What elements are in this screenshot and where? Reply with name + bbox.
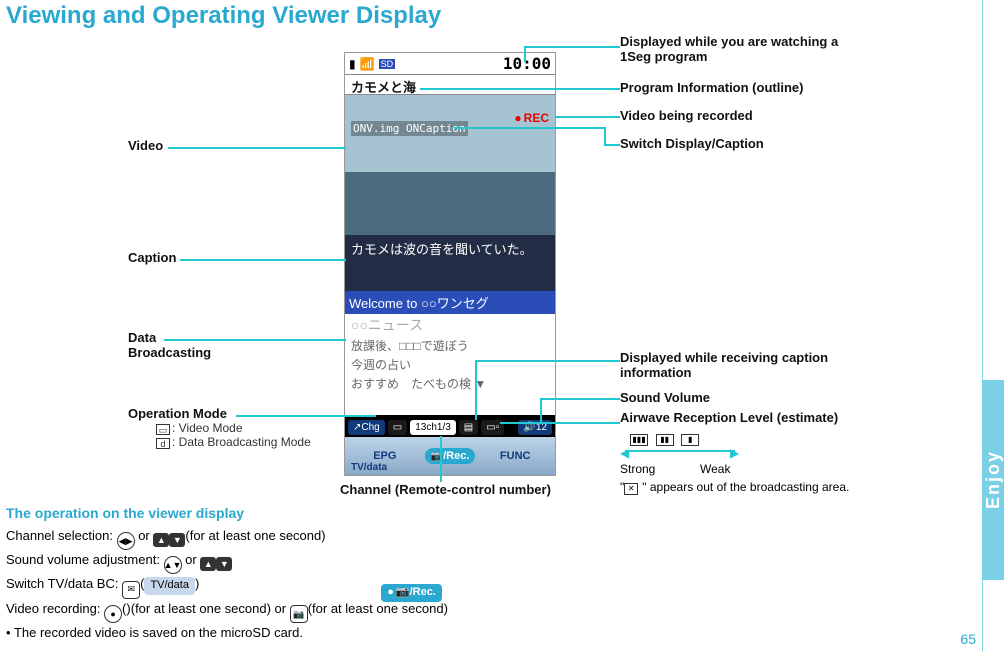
data-line-1: ○○ニュース — [345, 314, 555, 336]
airwave-none-icon: ✕ — [624, 483, 638, 495]
channel-chip: 13ch1/3 — [410, 420, 456, 435]
battery-icon: ▮ — [349, 57, 356, 71]
down-key-icon: ▼ — [169, 533, 185, 547]
phone-mock: ▮ 📶 SD 10:00 カモメと海 REC ONV.img ONCaption… — [344, 52, 556, 476]
leader-r4c — [604, 144, 620, 146]
data-broadcast-area: Welcome to ○○ワンセグ ○○ニュース 放課後、□□□で遊ぼう 今週の… — [345, 291, 555, 415]
data-line-3: 今週の占い — [345, 355, 555, 374]
leader-r6a — [540, 398, 620, 400]
label-capinfo: Displayed while receiving captioninforma… — [620, 350, 828, 380]
airwave-gradient-line — [625, 450, 735, 452]
clock: 10:00 — [503, 54, 551, 73]
page-number: 65 — [960, 631, 976, 647]
softlabel-rec: 📷/Rec. — [381, 584, 442, 602]
label-proginfo: Program Information (outline) — [620, 80, 803, 95]
label-caption: Caption — [128, 250, 176, 265]
label-strong: Strong — [620, 462, 655, 476]
ops-lines: Channel selection: ◀▶ or ▲▼(for at least… — [6, 526, 448, 644]
airwave-icons: ▮▮▮ ▮▮ ▮ — [630, 430, 703, 446]
ops-line-2: Sound volume adjustment: ▲▼ or ▲▼ — [6, 550, 448, 574]
video-caption-switch: ONV.img ONCaption — [351, 121, 468, 136]
center-key-icon: ● — [104, 605, 122, 623]
label-switch: Switch Display/Caption — [620, 136, 764, 151]
softkey-tvdata: TV/data — [351, 462, 387, 473]
camera-key-icon: 📷 — [290, 605, 308, 623]
program-title: カモメと海 — [345, 75, 555, 95]
label-opmode: Operation Mode ▭: Video Mode d: Data Bro… — [128, 406, 311, 449]
data-mode-icon: d — [156, 438, 170, 449]
leader-r7 — [500, 422, 620, 424]
leader-opmode — [236, 415, 376, 417]
leader-caption — [180, 259, 346, 261]
page-title: Viewing and Operating Viewer Display — [6, 2, 441, 30]
leader-r4a — [454, 127, 604, 129]
video-mode-icon: ▭ — [156, 424, 170, 435]
airwave-strong-icon: ▮▮▮ — [630, 434, 648, 446]
label-recording: Video being recorded — [620, 108, 753, 123]
data-welcome: Welcome to ○○ワンセグ — [345, 291, 555, 314]
arrow-right: ▶ — [730, 446, 739, 460]
softkey-func: FUNC — [475, 450, 555, 462]
status-row: ↗Chg ▭ 13ch1/3 ▤ ▭▫ 🔊12 — [345, 415, 555, 439]
ops-title: The operation on the viewer display — [6, 505, 244, 521]
down-key-icon-2: ▼ — [216, 557, 232, 571]
arrow-left: ◀ — [620, 446, 629, 460]
leader-r6b — [540, 398, 542, 422]
up-key-icon: ▲ — [153, 533, 169, 547]
leader-r5a — [475, 360, 620, 362]
ops-line-5: • The recorded video is saved on the mic… — [6, 623, 448, 644]
leader-r1v — [524, 46, 526, 62]
up-key-icon-2: ▲ — [200, 557, 216, 571]
label-weak: Weak — [700, 462, 730, 476]
softkey-row: EPG 📷/Rec. FUNC TV/data — [345, 437, 555, 475]
leader-channel — [440, 436, 442, 482]
dpad-lr-icon: ◀▶ — [117, 532, 135, 550]
caption-receive-icon: ▤ — [459, 420, 478, 435]
label-channel: Channel (Remote-control number) — [340, 482, 551, 497]
leader-video — [168, 147, 346, 149]
side-tab-label: Enjoy — [983, 450, 1004, 509]
dpad-ud-icon: ▲▼ — [164, 556, 182, 574]
leader-r5b — [475, 360, 477, 420]
sd-icon: SD — [379, 59, 396, 69]
caption-area: カモメは波の音を聞いていた。 — [345, 235, 555, 291]
softkey-epg: EPG — [345, 450, 425, 462]
mode-icon: ▭ — [388, 420, 407, 435]
label-data: Data Broadcasting — [128, 330, 211, 360]
airwave-weak-icon: ▮ — [681, 434, 699, 446]
leader-r3 — [556, 116, 620, 118]
signal-icon: 📶 — [360, 57, 375, 71]
chg-chip: ↗Chg — [348, 420, 385, 435]
label-area-note: "✕" appears out of the broadcasting area… — [620, 480, 849, 495]
data-line-2: 放課後、□□□で遊ぼう — [345, 336, 555, 355]
softlabel-tvdata: TV/data — [144, 577, 195, 595]
ops-line-1: Channel selection: ◀▶ or ▲▼(for at least… — [6, 526, 448, 550]
data-line-4: おすすめ たべもの検 ▼ — [345, 374, 555, 393]
label-watching: Displayed while you are watching a1Seg p… — [620, 34, 838, 64]
side-tab: Enjoy — [982, 0, 1004, 651]
label-airwave: Airwave Reception Level (estimate) — [620, 410, 838, 425]
airwave-mid-icon: ▮▮ — [656, 434, 674, 446]
rec-indicator: REC — [514, 111, 549, 125]
softkey-rec: 📷/Rec. — [425, 448, 476, 464]
label-volume: Sound Volume — [620, 390, 710, 405]
ops-line-4: Video recording: ●(📷/Rec.)(for at least … — [6, 599, 448, 623]
leader-r4b — [604, 127, 606, 145]
mail-key-icon: ✉ — [122, 581, 140, 599]
label-video: Video — [128, 138, 163, 153]
leader-r2 — [420, 88, 620, 90]
leader-r1 — [524, 46, 620, 48]
leader-data — [164, 339, 346, 341]
